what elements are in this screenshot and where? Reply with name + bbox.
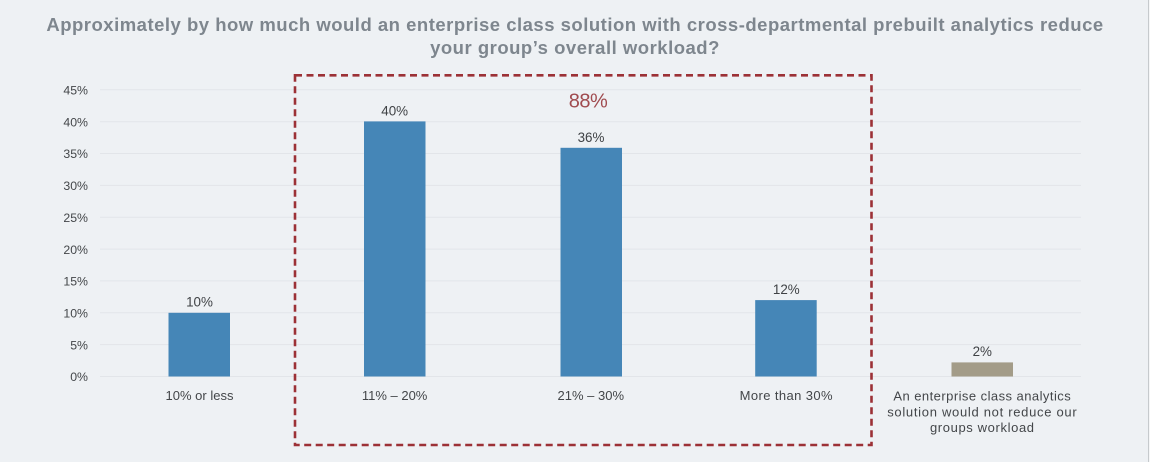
svg-text:10%: 10% bbox=[186, 295, 213, 310]
svg-text:88%: 88% bbox=[569, 91, 608, 113]
svg-text:solution would not reduce our: solution would not reduce our bbox=[887, 404, 1077, 419]
svg-text:12%: 12% bbox=[773, 282, 800, 297]
svg-text:40%: 40% bbox=[63, 115, 88, 129]
svg-text:11% – 20%: 11% – 20% bbox=[362, 388, 428, 403]
svg-text:45%: 45% bbox=[63, 84, 88, 98]
svg-text:0%: 0% bbox=[70, 370, 88, 384]
svg-text:21% – 30%: 21% – 30% bbox=[558, 388, 625, 403]
svg-text:36%: 36% bbox=[578, 130, 605, 145]
svg-text:40%: 40% bbox=[381, 104, 408, 119]
svg-text:15%: 15% bbox=[63, 275, 88, 289]
svg-text:20%: 20% bbox=[63, 243, 88, 257]
svg-text:groups workload: groups workload bbox=[930, 420, 1035, 435]
svg-text:More than 30%: More than 30% bbox=[740, 388, 833, 403]
svg-text:5%: 5% bbox=[70, 338, 88, 352]
svg-text:10%: 10% bbox=[63, 307, 88, 321]
svg-text:35%: 35% bbox=[63, 147, 88, 161]
svg-text:10% or less: 10% or less bbox=[166, 388, 234, 403]
svg-text:30%: 30% bbox=[63, 179, 88, 193]
svg-text:An enterprise class analytics: An enterprise class analytics bbox=[893, 389, 1071, 404]
svg-text:25%: 25% bbox=[63, 211, 88, 225]
svg-text:2%: 2% bbox=[973, 344, 992, 359]
